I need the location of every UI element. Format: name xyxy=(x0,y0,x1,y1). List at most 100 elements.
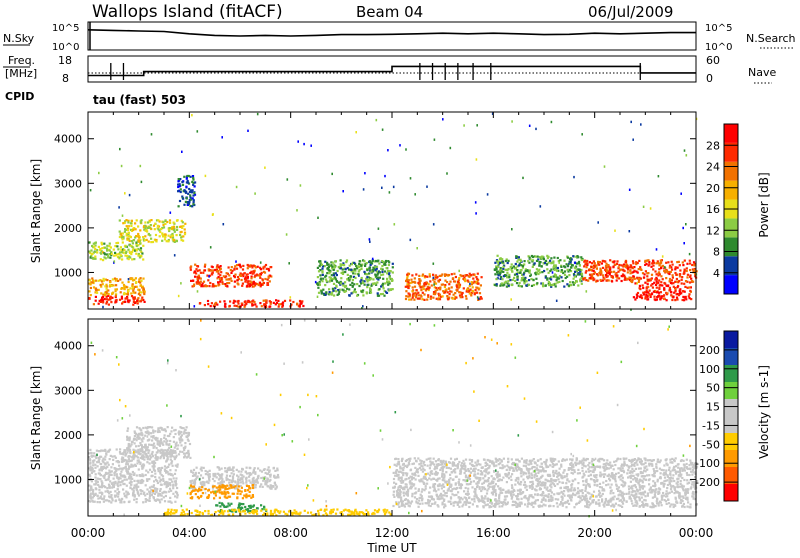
data-cell xyxy=(236,305,238,307)
data-cell xyxy=(182,198,184,200)
data-cell xyxy=(518,264,520,266)
data-cell xyxy=(426,459,428,461)
data-cell xyxy=(667,271,669,273)
data-cell xyxy=(95,483,97,485)
data-cell xyxy=(393,496,395,498)
data-cell xyxy=(552,271,554,273)
data-cell xyxy=(93,495,95,497)
data-cell xyxy=(672,282,674,284)
data-cell xyxy=(159,231,161,233)
data-cell xyxy=(137,490,139,492)
data-cell xyxy=(138,433,140,435)
data-cell xyxy=(325,278,327,280)
data-cell xyxy=(662,255,664,257)
data-cell xyxy=(119,251,121,253)
data-cell xyxy=(433,291,435,293)
data-cell xyxy=(422,274,424,276)
data-cell xyxy=(129,287,131,289)
data-cell xyxy=(160,484,162,486)
data-cell xyxy=(98,458,100,460)
data-cell xyxy=(202,477,204,479)
data-cell xyxy=(208,513,210,515)
data-cell xyxy=(506,272,508,274)
data-cell xyxy=(319,274,321,276)
data-cell xyxy=(393,494,395,496)
data-cell xyxy=(449,290,451,292)
data-cell xyxy=(584,263,586,265)
data-cell xyxy=(92,460,94,462)
data-cell xyxy=(392,266,394,268)
data-cell xyxy=(192,280,194,282)
data-cell xyxy=(585,279,587,281)
data-cell xyxy=(216,270,218,272)
data-cell xyxy=(107,473,109,475)
data-cell xyxy=(506,286,508,288)
data-cell xyxy=(253,271,255,273)
data-cell xyxy=(679,469,681,471)
data-cell xyxy=(149,487,151,489)
data-cell xyxy=(637,262,639,264)
data-cell xyxy=(183,511,185,513)
data-cell xyxy=(224,305,226,307)
data-cell xyxy=(124,479,126,481)
data-cell xyxy=(227,510,229,512)
data-cell xyxy=(423,288,425,290)
data-cell xyxy=(239,504,241,506)
data-cell xyxy=(656,273,658,275)
data-cell xyxy=(429,275,431,277)
data-cell xyxy=(186,175,188,177)
data-cell xyxy=(593,260,595,262)
data-cell xyxy=(181,451,183,453)
data-cell xyxy=(106,245,108,247)
data-cell xyxy=(92,468,94,470)
data-cell xyxy=(337,294,339,296)
data-cell xyxy=(246,285,248,287)
data-cell xyxy=(638,281,640,283)
data-cell xyxy=(558,262,560,264)
data-cell xyxy=(359,280,361,282)
data-cell xyxy=(161,427,163,429)
data-cell xyxy=(133,490,135,492)
data-cell xyxy=(134,286,136,288)
data-cell xyxy=(515,255,517,257)
data-cell xyxy=(184,429,186,431)
data-cell xyxy=(232,493,234,495)
data-cell xyxy=(597,280,599,282)
data-cell xyxy=(567,257,569,259)
data-cell xyxy=(650,266,652,268)
data-cell xyxy=(187,451,189,453)
data-cell xyxy=(336,286,338,288)
data-cell xyxy=(210,491,212,493)
data-cell xyxy=(219,491,221,493)
data-cell xyxy=(442,470,444,472)
data-cell xyxy=(103,243,105,245)
data-cell xyxy=(677,267,679,269)
data-cell xyxy=(139,442,141,444)
data-cell xyxy=(372,278,374,280)
data-cell xyxy=(606,269,608,271)
data-cell xyxy=(109,285,111,287)
data-cell xyxy=(158,431,160,433)
data-cell xyxy=(387,270,389,272)
data-cell xyxy=(91,245,93,247)
data-cell xyxy=(662,278,664,280)
nave-label: Nave xyxy=(748,66,776,79)
data-cell xyxy=(548,272,550,274)
data-cell xyxy=(153,480,155,482)
data-cell xyxy=(134,442,136,444)
data-cell xyxy=(586,263,588,265)
data-cell xyxy=(136,498,138,500)
data-cell xyxy=(617,271,619,273)
data-cell xyxy=(154,445,156,447)
data-cell xyxy=(455,276,457,278)
data-cell xyxy=(352,279,354,281)
data-cell xyxy=(112,463,114,465)
data-cell xyxy=(127,492,129,494)
data-cell xyxy=(406,274,408,276)
data-cell xyxy=(170,212,172,214)
data-cell xyxy=(683,299,685,301)
data-cell xyxy=(629,189,631,191)
data-cell xyxy=(121,298,123,300)
data-cell xyxy=(241,285,243,287)
date-label: 06/Jul/2009 xyxy=(588,3,673,21)
